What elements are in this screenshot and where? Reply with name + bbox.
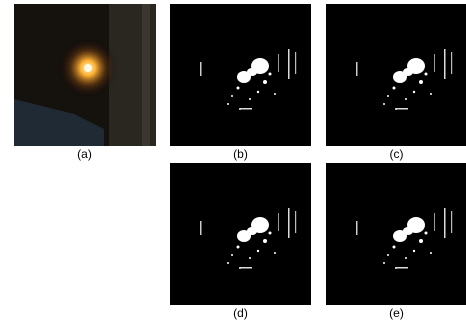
mask-image	[326, 163, 466, 305]
mask-image	[170, 163, 311, 305]
binary-mask	[326, 4, 466, 146]
caption: (c)	[390, 147, 404, 161]
figure: (a) (b) (c) (d) (e)	[0, 0, 466, 325]
column	[142, 4, 150, 146]
binary-mask	[170, 163, 311, 305]
binary-mask	[170, 4, 311, 146]
photo	[14, 4, 156, 146]
binary-mask	[326, 163, 466, 305]
mask-image	[326, 4, 466, 146]
caption: (d)	[233, 306, 248, 320]
mask-image	[170, 4, 311, 146]
caption: (a)	[77, 147, 92, 161]
spark	[84, 64, 92, 72]
caption: (e)	[389, 306, 404, 320]
caption: (b)	[233, 147, 248, 161]
